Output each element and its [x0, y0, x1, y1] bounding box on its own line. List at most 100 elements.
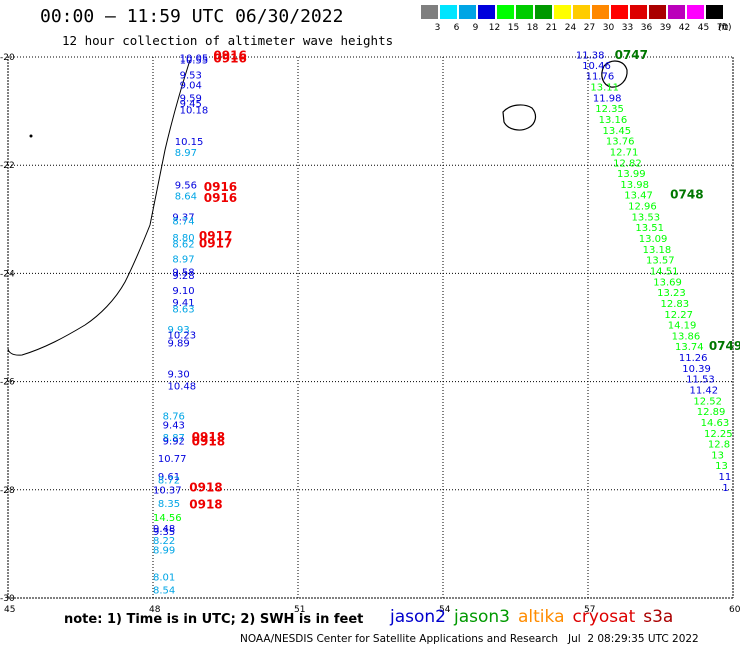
wave-height-label: 13.99	[617, 169, 646, 180]
wave-height-label: 8.62	[172, 239, 194, 250]
wave-height-label: 12.35	[595, 104, 624, 115]
wave-height-label: 9.58	[172, 268, 194, 279]
wave-height-label: 12.82	[613, 158, 642, 169]
wave-height-label: 1	[722, 483, 728, 494]
color-swatch-label: 45	[697, 23, 710, 33]
wave-height-label: 10.48	[168, 382, 197, 393]
pass-time-label: 0916	[204, 180, 237, 194]
legend-entry-jason2: jason2	[390, 607, 446, 627]
color-swatch	[459, 5, 476, 19]
wave-height-label: 11.38	[576, 51, 605, 62]
wave-height-label: 9.43	[163, 421, 185, 432]
color-swatch	[611, 5, 628, 19]
color-swatch	[668, 5, 685, 19]
y-tick-label: -26	[0, 378, 15, 388]
x-tick-label: 57	[584, 605, 595, 615]
x-tick-label: 45	[4, 605, 15, 615]
color-swatch	[497, 5, 514, 19]
color-swatch	[535, 5, 552, 19]
pass-time-label: 0917	[199, 229, 232, 243]
color-swatch-label: 30	[602, 23, 615, 33]
color-swatch-label: 6	[453, 23, 460, 33]
pass-time-label: 0918	[189, 480, 222, 494]
color-swatch	[478, 5, 495, 19]
wave-height-label: 12.96	[628, 202, 657, 213]
wave-height-label: 9.37	[172, 212, 194, 223]
wave-height-label: 13.51	[635, 223, 664, 234]
mauritius-coastline	[601, 60, 628, 88]
wave-height-label: 9.48	[153, 524, 175, 535]
island-dot	[29, 134, 33, 138]
legend-entry-altika: altika	[518, 607, 565, 627]
wave-height-label: 9.41	[172, 298, 194, 309]
wave-height-label: 9.61	[158, 472, 180, 483]
wave-height-label: 13	[711, 450, 724, 461]
wave-height-label: 12.52	[693, 396, 722, 407]
y-tick-label: -22	[0, 161, 15, 171]
y-tick-label: -30	[0, 594, 15, 604]
wave-height-label: 13.09	[639, 234, 668, 245]
wave-height-label: 8.35	[158, 499, 180, 510]
wave-height-label: 8.80	[172, 233, 194, 244]
wave-height-label: 13.76	[606, 137, 635, 148]
wave-height-label: 11.42	[690, 386, 719, 397]
satellite-legend: jason2 jason3 altika cryosat s3a	[390, 607, 681, 627]
wave-height-label: 8.72	[158, 475, 180, 486]
wave-height-label: 8.97	[172, 255, 194, 266]
wave-height-label: 9.56	[175, 180, 197, 191]
color-swatch-label: 12	[488, 23, 501, 33]
color-swatch	[440, 5, 457, 19]
wave-height-label: 9.59	[180, 93, 202, 104]
wave-height-label: 13.47	[624, 191, 653, 202]
pass-time-label: 0748	[670, 188, 703, 202]
wave-height-label: 9.35	[153, 527, 175, 538]
x-tick-label: 60	[729, 605, 740, 615]
color-swatch-label: 70	[716, 23, 729, 33]
wave-height-label: 12.89	[697, 407, 726, 418]
wave-height-label: 9.10	[172, 286, 194, 297]
wave-height-label: 13.86	[672, 331, 701, 342]
color-swatch	[516, 5, 533, 19]
wave-height-label: 9.89	[168, 338, 190, 349]
wave-height-label: 8.97	[175, 148, 197, 159]
pass-time-label: 0916	[213, 51, 246, 65]
x-tick-label: 54	[439, 605, 451, 615]
wave-height-label: 10.15	[175, 137, 204, 148]
wave-height-label: 8.22	[153, 536, 175, 547]
wave-height-label: 8.01	[153, 573, 175, 584]
color-swatch	[592, 5, 609, 19]
color-swatch	[687, 5, 704, 19]
color-swatch-label: 3	[434, 23, 441, 33]
axis-labels: 45 48 51 54 57 60 -20 -22 -24 -26 -28 -30	[0, 53, 740, 615]
wave-height-label: 12.83	[661, 299, 690, 310]
wave-height-label: 12.27	[664, 310, 693, 321]
x-tick-label: 51	[294, 605, 305, 615]
legend-entry-cryosat: cryosat	[572, 607, 636, 627]
wave-height-label: 8.76	[163, 411, 185, 422]
madagascar-coastline	[7, 59, 191, 356]
wave-height-label: 10.37	[153, 486, 182, 497]
wave-height-label: 10.05	[180, 53, 209, 64]
y-tick-label: -24	[0, 269, 15, 279]
color-swatch	[573, 5, 590, 19]
wave-height-label: 10.18	[180, 105, 209, 116]
color-swatch-label: 15	[507, 23, 520, 33]
wave-height-label: 14.51	[650, 266, 679, 277]
wave-height-label: 13	[715, 461, 728, 472]
color-swatch	[706, 5, 723, 19]
wave-height-label: 9.45	[180, 99, 202, 110]
pass-time-label: 0917	[199, 236, 232, 250]
wave-height-label: 13.11	[590, 83, 619, 94]
wave-height-label: 13.98	[620, 180, 649, 191]
legend-entry-jason3: jason3	[454, 607, 510, 627]
color-swatch-label: 18	[526, 23, 539, 33]
wave-height-label: 11.76	[586, 72, 615, 83]
wave-height-label: 11.26	[679, 353, 708, 364]
wave-height-label: 14.56	[153, 513, 182, 524]
pass-time-label: 0918	[189, 498, 222, 512]
color-swatch-label: 33	[621, 23, 634, 33]
wave-height-label: 13.23	[657, 288, 686, 299]
wave-height-label: 12.71	[610, 147, 639, 158]
color-scale-unit: (ft)	[718, 23, 732, 33]
wave-height-label: 9.04	[180, 80, 202, 91]
